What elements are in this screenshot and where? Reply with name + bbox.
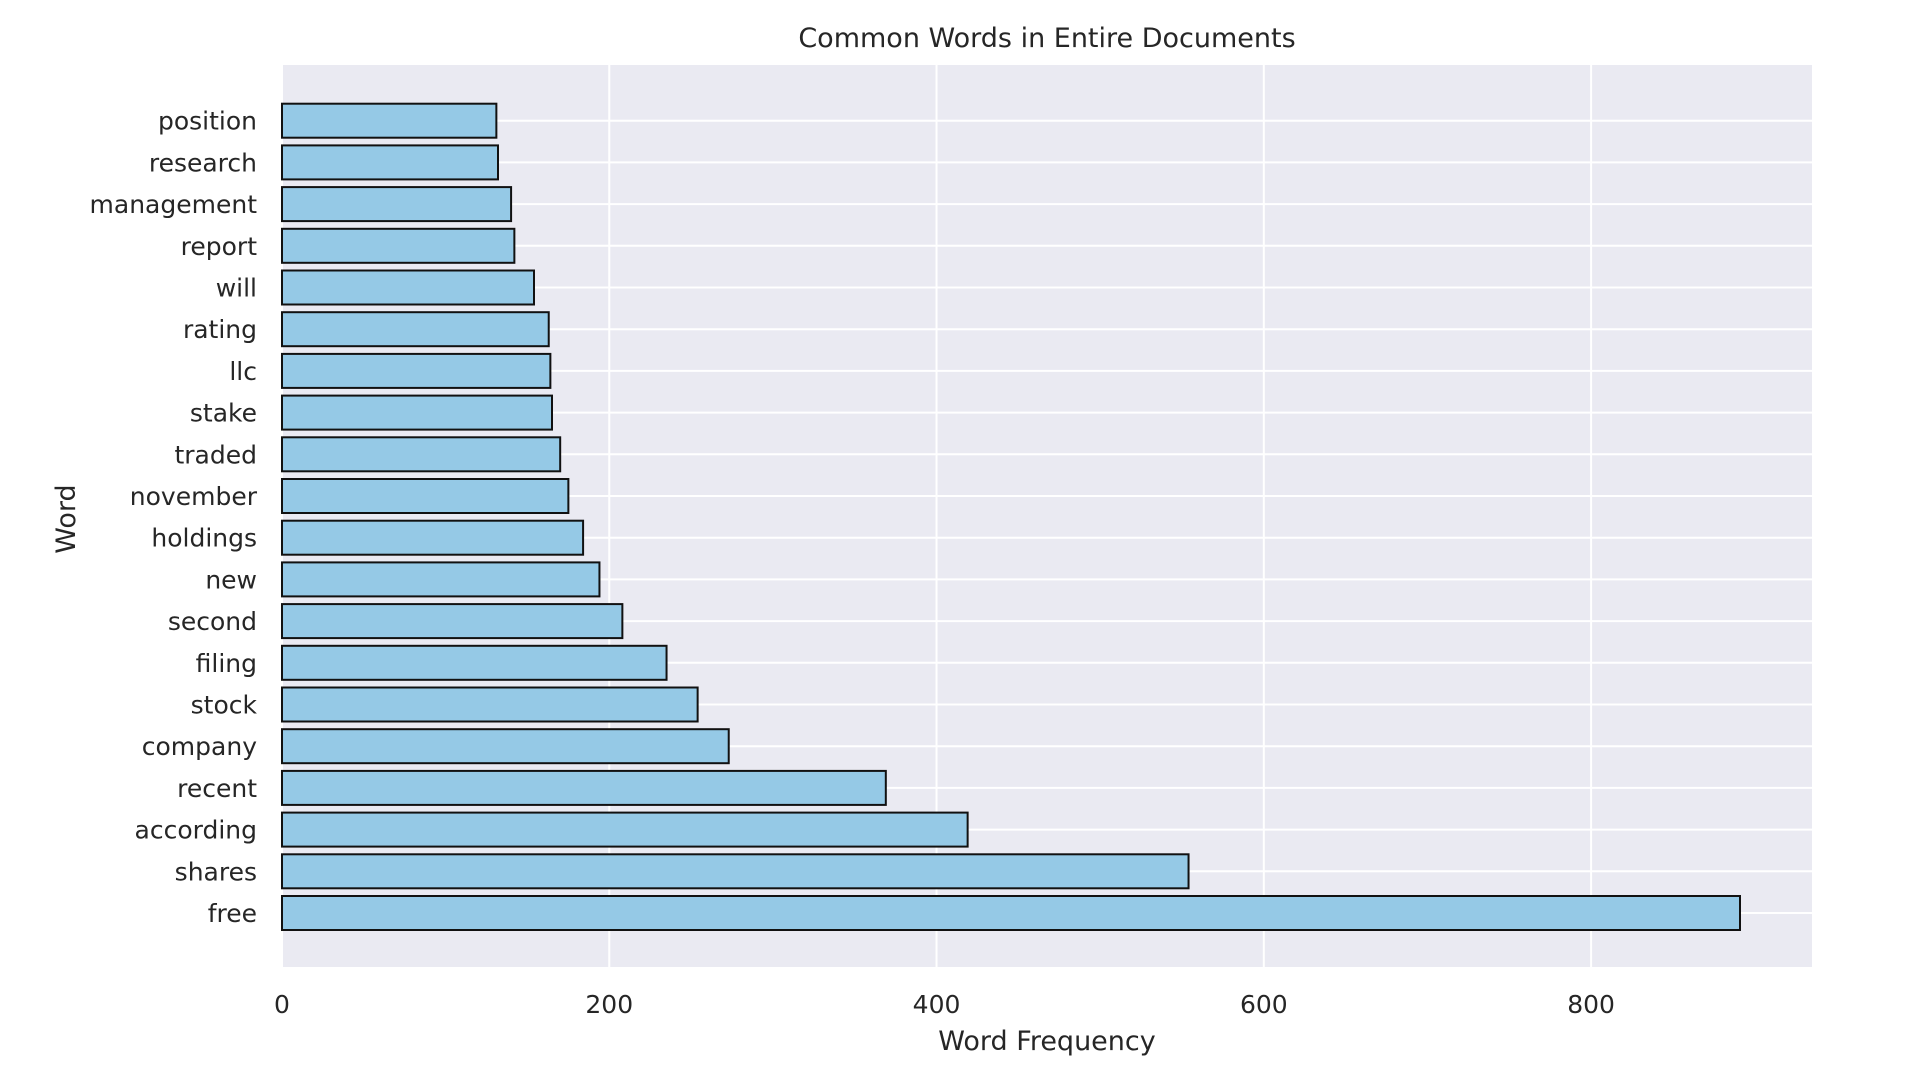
y-tick-label-holdings: holdings xyxy=(151,524,257,553)
y-tick-label-second: second xyxy=(168,607,257,636)
y-tick-label-according: according xyxy=(135,816,257,845)
bar-traded xyxy=(281,436,562,473)
bar-shares xyxy=(281,853,1190,890)
bar-recent xyxy=(281,769,887,806)
y-tick-label-november: november xyxy=(130,482,258,511)
bar-position xyxy=(281,102,498,139)
y-tick-label-new: new xyxy=(205,565,257,594)
y-tick-label-will: will xyxy=(216,274,257,303)
bar-stake xyxy=(281,394,553,431)
bar-according xyxy=(281,811,969,848)
chart-title: Common Words in Entire Documents xyxy=(798,23,1295,54)
x-tick-label-200: 200 xyxy=(585,990,633,1019)
bar-will xyxy=(281,269,535,306)
y-tick-labels: free shares according recent company stock fil… xyxy=(90,107,258,928)
y-tick-label-report: report xyxy=(181,232,258,261)
bar-second xyxy=(281,603,624,640)
bar-stock xyxy=(281,686,699,723)
x-tick-label-400: 400 xyxy=(913,990,961,1019)
y-tick-label-research: research xyxy=(149,148,257,177)
y-tick-label-position: position xyxy=(158,107,257,136)
y-tick-label-recent: recent xyxy=(177,774,257,803)
x-axis-label: Word Frequency xyxy=(938,1026,1155,1057)
y-tick-label-shares: shares xyxy=(175,857,257,886)
y-tick-label-llc: llc xyxy=(229,357,257,386)
bar-company xyxy=(281,728,730,765)
y-axis-label: Word xyxy=(51,484,82,553)
y-tick-label-stock: stock xyxy=(191,691,258,720)
bar-rating xyxy=(281,311,550,348)
y-tick-label-traded: traded xyxy=(174,440,257,469)
x-tick-labels: 0 200 400 600 800 xyxy=(274,990,1615,1019)
bar-llc xyxy=(281,352,552,389)
x-tick-label-0: 0 xyxy=(274,990,290,1019)
y-tick-label-company: company xyxy=(142,732,257,761)
y-tick-label-rating: rating xyxy=(183,315,257,344)
x-tick-label-600: 600 xyxy=(1240,990,1288,1019)
bars xyxy=(281,102,1741,931)
y-tick-label-stake: stake xyxy=(190,399,257,428)
bar-new xyxy=(281,561,601,598)
bar-filing xyxy=(281,644,668,681)
y-tick-label-filing: filing xyxy=(196,649,257,678)
x-tick-label-800: 800 xyxy=(1567,990,1615,1019)
bar-management xyxy=(281,186,513,223)
bar-research xyxy=(281,144,499,181)
bar-november xyxy=(281,478,570,514)
bar-holdings xyxy=(281,519,585,556)
y-tick-label-free: free xyxy=(208,899,257,928)
bar-free xyxy=(281,895,1741,931)
bar-report xyxy=(281,227,516,264)
y-tick-label-management: management xyxy=(90,190,258,219)
